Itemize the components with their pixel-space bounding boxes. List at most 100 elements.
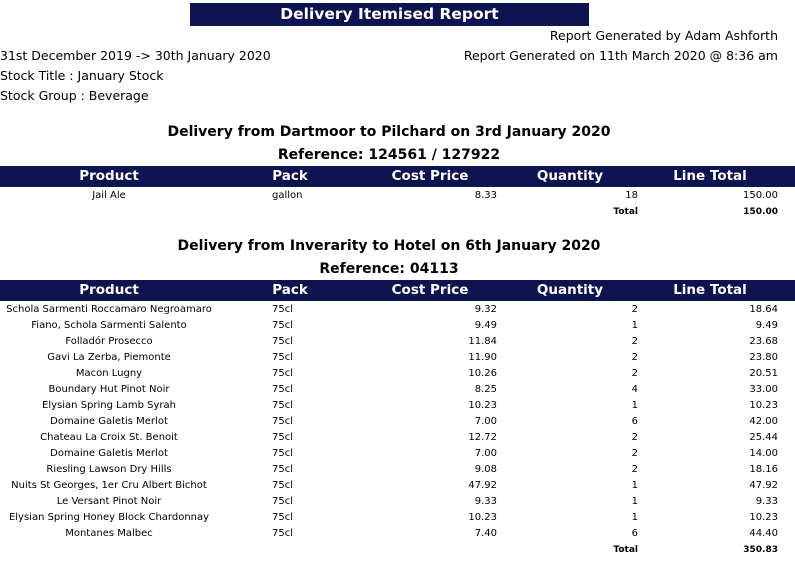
cost-price-cell: 7.00 xyxy=(474,416,497,427)
cost-price-cell: 9.49 xyxy=(474,320,497,331)
col-line-total: Line Total xyxy=(673,282,747,298)
product-cell: Boundary Hut Pinot Noir xyxy=(48,384,170,395)
total-value: 150.00 xyxy=(743,207,778,217)
table-row: Fiano, Schola Sarmenti Salento 75cl 9.49 1 9… xyxy=(0,318,795,334)
col-pack: Pack xyxy=(272,282,308,298)
quantity-cell: 18 xyxy=(625,190,638,201)
product-cell: Jail Ale xyxy=(92,190,126,201)
product-cell: Montanes Malbec xyxy=(65,528,153,539)
line-total-cell: 9.49 xyxy=(755,320,778,331)
quantity-cell: 1 xyxy=(631,512,638,523)
date-range: 31st December 2019 -> 30th January 2020 xyxy=(0,48,271,63)
pack-cell: 75cl xyxy=(272,528,294,539)
product-cell: Elysian Spring Lamb Syrah xyxy=(42,400,176,411)
stock-title: Stock Title : January Stock xyxy=(0,68,164,83)
quantity-cell: 1 xyxy=(631,480,638,491)
delivery-reference: Reference: 124561 / 127922 xyxy=(277,147,501,163)
product-cell: Riesling Lawson Dry Hills xyxy=(46,464,172,475)
cost-price-cell: 10.23 xyxy=(468,512,497,523)
line-total-cell: 23.68 xyxy=(749,336,778,347)
table-row: Chateau La Croix St. Benoit 75cl 12.72 2 25.… xyxy=(0,430,795,446)
delivery-rows: Schola Sarmenti Roccamaro Negroamaro 75cl… xyxy=(0,302,795,558)
table-row: Montanes Malbec 75cl 7.40 6 44.40 xyxy=(0,526,795,542)
product-cell: Schola Sarmenti Roccamaro Negroamaro xyxy=(6,304,212,315)
cost-price-cell: 9.08 xyxy=(474,464,497,475)
col-cost-price: Cost Price xyxy=(391,282,469,298)
pack-cell: 75cl xyxy=(272,512,294,523)
total-row: Total 150.00 xyxy=(0,204,795,220)
quantity-cell: 1 xyxy=(631,320,638,331)
pack-cell: 75cl xyxy=(272,464,294,475)
quantity-cell: 2 xyxy=(631,336,638,347)
line-total-cell: 9.33 xyxy=(755,496,778,507)
line-total-cell: 25.44 xyxy=(749,432,778,443)
pack-cell: 75cl xyxy=(272,352,294,363)
cost-price-cell: 47.92 xyxy=(468,480,497,491)
table-row: Le Versant Pinot Noir 75cl 9.33 1 9.33 xyxy=(0,494,795,510)
line-total-cell: 18.16 xyxy=(749,464,778,475)
col-quantity: Quantity xyxy=(536,168,604,184)
quantity-cell: 2 xyxy=(631,464,638,475)
quantity-cell: 2 xyxy=(631,432,638,443)
product-cell: Folladór Prosecco xyxy=(65,336,153,347)
product-cell: Elysian Spring Honey Block Chardonnay xyxy=(8,512,210,523)
col-line-total: Line Total xyxy=(673,168,747,184)
pack-cell: 75cl xyxy=(272,400,294,411)
table-row: Gavi La Zerba, Piemonte 75cl 11.90 2 23.80 xyxy=(0,350,795,366)
delivery-rows: Jail Ale gallon 8.33 18 150.00 Total 150.00 xyxy=(0,188,795,220)
table-row: Folladór Prosecco 75cl 11.84 2 23.68 xyxy=(0,334,795,350)
total-value: 350.83 xyxy=(743,545,778,555)
pack-cell: 75cl xyxy=(272,432,294,443)
table-row: Domaine Galetis Merlot 75cl 7.00 6 42.00 xyxy=(0,414,795,430)
table-row: Macon Lugny 75cl 10.26 2 20.51 xyxy=(0,366,795,382)
pack-cell: 75cl xyxy=(272,496,294,507)
product-cell: Nuits St Georges, 1er Cru Albert Bichot xyxy=(11,480,207,491)
quantity-cell: 2 xyxy=(631,448,638,459)
line-total-cell: 14.00 xyxy=(749,448,778,459)
pack-cell: 75cl xyxy=(272,416,294,427)
cost-price-cell: 12.72 xyxy=(468,432,497,443)
pack-cell: 75cl xyxy=(272,480,294,491)
pack-cell: 75cl xyxy=(272,368,294,379)
table-row: Elysian Spring Honey Block Chardonnay 75c… xyxy=(0,510,795,526)
cost-price-cell: 8.33 xyxy=(474,190,497,201)
report-generation-info: Report Generated by Adam Ashforth Report… xyxy=(464,26,778,66)
quantity-cell: 2 xyxy=(631,368,638,379)
pack-cell: gallon xyxy=(272,190,303,201)
table-row: Domaine Galetis Merlot 75cl 7.00 2 14.00 xyxy=(0,446,795,462)
product-cell: Chateau La Croix St. Benoit xyxy=(40,432,178,443)
line-total-cell: 18.64 xyxy=(749,304,778,315)
col-cost-price: Cost Price xyxy=(391,168,469,184)
generated-on: Report Generated on 11th March 2020 @ 8:… xyxy=(463,48,778,63)
pack-cell: 75cl xyxy=(272,384,294,395)
cost-price-cell: 11.84 xyxy=(468,336,497,347)
total-row: Total 350.83 xyxy=(0,542,795,558)
delivery-heading: Delivery from Inverarity to Hotel on 6th… xyxy=(177,238,601,254)
product-cell: Macon Lugny xyxy=(75,368,143,379)
line-total-cell: 150.00 xyxy=(743,190,778,201)
total-label: Total xyxy=(613,207,638,217)
table-row: Elysian Spring Lamb Syrah 75cl 10.23 1 10.23 xyxy=(0,398,795,414)
quantity-cell: 6 xyxy=(631,528,638,539)
quantity-cell: 4 xyxy=(631,384,638,395)
table-row: Schola Sarmenti Roccamaro Negroamaro 75cl… xyxy=(0,302,795,318)
total-label: Total xyxy=(613,545,638,555)
col-quantity: Quantity xyxy=(536,282,604,298)
product-cell: Gavi La Zerba, Piemonte xyxy=(47,352,171,363)
line-total-cell: 10.23 xyxy=(749,400,778,411)
report-title: Delivery Itemised Report xyxy=(190,3,589,26)
line-total-cell: 10.23 xyxy=(749,512,778,523)
generated-by: Report Generated by Adam Ashforth xyxy=(549,28,778,43)
pack-cell: 75cl xyxy=(272,304,294,315)
cost-price-cell: 10.23 xyxy=(468,400,497,411)
stock-group: Stock Group : Beverage xyxy=(0,88,149,103)
table-row: Riesling Lawson Dry Hills 75cl 9.08 2 18.16 xyxy=(0,462,795,478)
table-header: Product Pack Cost Price Quantity Line To… xyxy=(0,166,795,187)
line-total-cell: 33.00 xyxy=(749,384,778,395)
delivery-reference: Reference: 04113 xyxy=(319,261,459,277)
product-cell: Domaine Galetis Merlot xyxy=(50,416,168,427)
cost-price-cell: 9.33 xyxy=(474,496,497,507)
cost-price-cell: 9.32 xyxy=(474,304,497,315)
col-product: Product xyxy=(79,168,139,184)
product-cell: Domaine Galetis Merlot xyxy=(50,448,168,459)
